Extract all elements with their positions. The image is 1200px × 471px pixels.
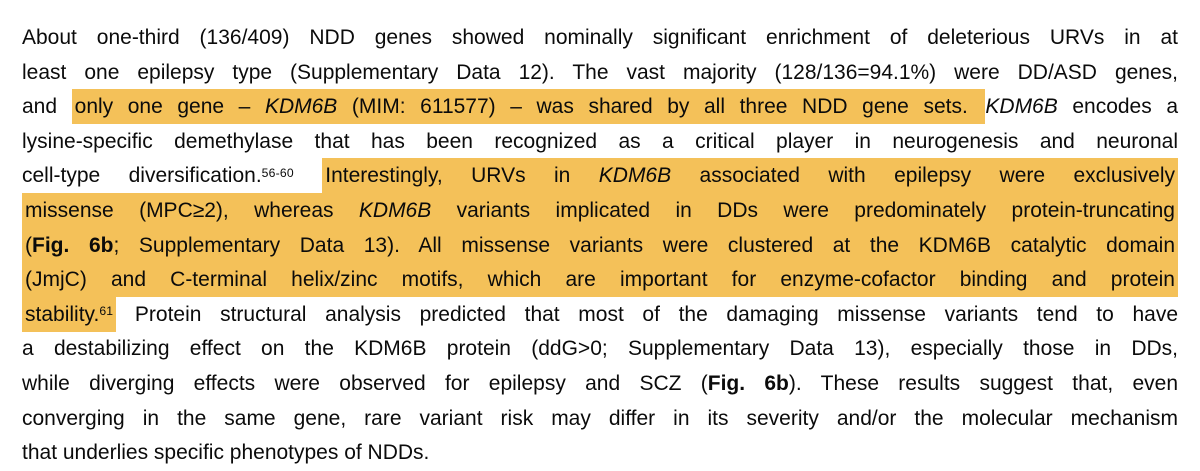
text-segment: lysine-specific demethylase that has bee… (22, 129, 1178, 153)
paragraph: About one-third (136/409) NDD genes show… (22, 21, 1179, 471)
text-segment: while diverging effects were observed fo… (22, 371, 708, 395)
highlighted-text: Interestingly, URVs in KDM6B associated … (322, 158, 1179, 194)
text-segment: missense (MPC≥2), whereas (25, 198, 359, 222)
text-segment: encodes a (1057, 95, 1179, 119)
text-segment: KDM6B (985, 95, 1058, 119)
text-line: converging in the same gene, rare varian… (22, 402, 1178, 437)
text-line: cell-type diversification.56-60 Interest… (22, 158, 1179, 194)
superscript-citation: 61 (99, 303, 114, 318)
text-line: stability.61 Protein structural analysis… (22, 296, 1178, 333)
text-line: least one epilepsy type (Supplementary D… (22, 56, 1178, 91)
text-line: (Fig. 6b; Supplementary Data 13). All mi… (22, 227, 1178, 264)
text-line: that underlies specific phenotypes of ND… (22, 436, 1178, 471)
highlighted-text: (Fig. 6b; Supplementary Data 13). All mi… (22, 227, 1178, 263)
highlighted-text: only one gene – KDM6B (MIM: 611577) – wa… (71, 89, 986, 125)
text-line: and only one gene – KDM6B (MIM: 611577) … (22, 89, 1179, 125)
text-segment: converging in the same gene, rare varian… (22, 406, 1178, 430)
text-segment: only one gene – (74, 95, 265, 119)
text-segment: that underlies specific phenotypes of ND… (22, 441, 430, 465)
text-segment: Interestingly, URVs in (325, 164, 599, 188)
text-segment: cell-type diversification. (22, 164, 262, 188)
text-segment: least one epilepsy type (Supplementary D… (22, 60, 1178, 84)
text-segment: Fig. 6b (32, 233, 114, 257)
text-segment: ; Supplementary Data 13). All missense v… (113, 233, 1175, 257)
text-segment: a destabilizing effect on the KDM6B prot… (22, 337, 1178, 361)
text-line: missense (MPC≥2), whereas KDM6B variants… (22, 192, 1178, 229)
highlighted-text: missense (MPC≥2), whereas KDM6B variants… (22, 192, 1178, 228)
text-segment: (MIM: 611577) – was shared by all three … (337, 95, 983, 119)
text-line: About one-third (136/409) NDD genes show… (22, 21, 1178, 56)
highlighted-text: stability.61 (22, 296, 117, 332)
text-segment: KDM6B (598, 164, 672, 188)
text-line: a destabilizing effect on the KDM6B prot… (22, 332, 1178, 367)
superscript-citation: 56-60 (261, 165, 294, 180)
text-segment: KDM6B (264, 95, 338, 119)
text-segment: stability. (25, 302, 100, 326)
text-segment: Fig. 6b (707, 371, 789, 395)
text-line: while diverging effects were observed fo… (22, 367, 1178, 402)
text-segment: associated with epilepsy were exclusivel… (671, 164, 1176, 188)
text-segment: About one-third (136/409) NDD genes show… (22, 26, 1178, 49)
highlighted-text: (JmjC) and C-terminal helix/zinc motifs,… (22, 262, 1178, 298)
text-segment (294, 164, 322, 187)
text-line: lysine-specific demethylase that has bee… (22, 125, 1178, 160)
text-segment: (JmjC) and C-terminal helix/zinc motifs,… (25, 268, 1175, 292)
text-segment: and (22, 95, 72, 119)
text-segment: KDM6B (358, 198, 432, 222)
text-segment: ( (25, 233, 32, 257)
text-segment: variants implicated in DDs were predomin… (431, 198, 1175, 222)
text-segment: ). These results suggest that, even (788, 371, 1179, 395)
text-line: (JmjC) and C-terminal helix/zinc motifs,… (22, 262, 1178, 298)
text-segment: Protein structural analysis predicted th… (116, 302, 1178, 326)
